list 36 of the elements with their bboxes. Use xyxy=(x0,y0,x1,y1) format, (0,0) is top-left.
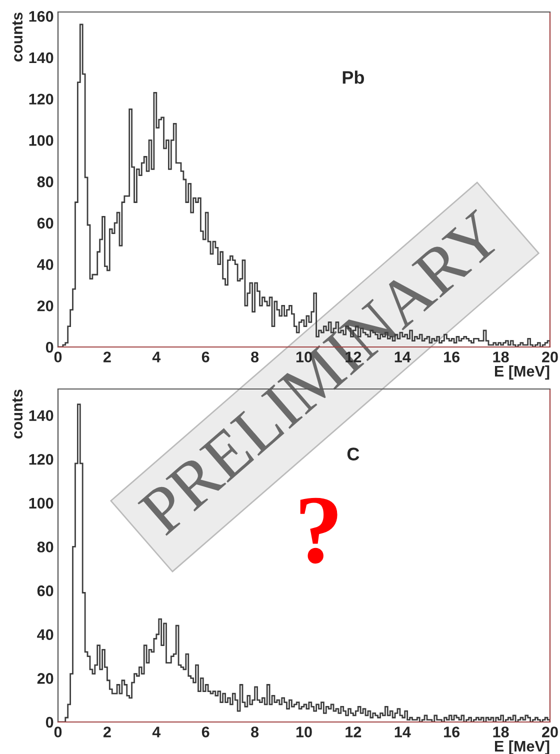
x-tick-label: 4 xyxy=(152,726,161,738)
y-tick-label: 40 xyxy=(37,259,54,270)
x-tick-label: 20 xyxy=(542,726,558,738)
y-tick-label: 140 xyxy=(29,410,54,421)
y-tick-label: 100 xyxy=(29,498,54,509)
y-tick-label: 40 xyxy=(37,629,54,640)
x-tick-label: 10 xyxy=(296,726,312,738)
x-tick-label: 16 xyxy=(444,726,460,738)
y-axis-title: counts xyxy=(12,12,23,62)
y-tick-label: 140 xyxy=(29,52,54,64)
y-tick-label: 20 xyxy=(37,673,54,684)
x-tick-label: 0 xyxy=(54,352,62,362)
y-tick-label: 60 xyxy=(37,218,54,229)
x-tick-label: 6 xyxy=(202,726,210,738)
x-tick-label: 8 xyxy=(251,726,259,738)
x-tick-label: 0 xyxy=(54,726,62,738)
y-tick-label: 80 xyxy=(37,176,54,188)
x-tick-label: 12 xyxy=(346,726,362,738)
y-tick-label: 0 xyxy=(46,716,54,728)
x-tick-label: 20 xyxy=(542,352,558,362)
y-tick-label: 0 xyxy=(46,342,54,353)
y-tick-label: 20 xyxy=(37,300,54,312)
y-tick-label: 100 xyxy=(29,135,54,146)
y-tick-label: 80 xyxy=(37,542,54,552)
y-tick-label: 160 xyxy=(29,11,54,22)
y-axis-title: counts xyxy=(12,390,23,438)
x-tick-label: 18 xyxy=(493,726,509,738)
annotation: Pb xyxy=(342,70,364,84)
y-tick-label: 60 xyxy=(37,585,54,596)
x-tick-label: 2 xyxy=(103,352,111,362)
x-tick-label: 14 xyxy=(394,726,411,738)
y-tick-label: 120 xyxy=(29,454,54,465)
x-tick-label: 2 xyxy=(103,726,111,738)
y-tick-label: 120 xyxy=(29,94,54,105)
x-tick-label: 18 xyxy=(493,352,509,362)
x-axis-title: E [MeV] xyxy=(495,365,550,380)
